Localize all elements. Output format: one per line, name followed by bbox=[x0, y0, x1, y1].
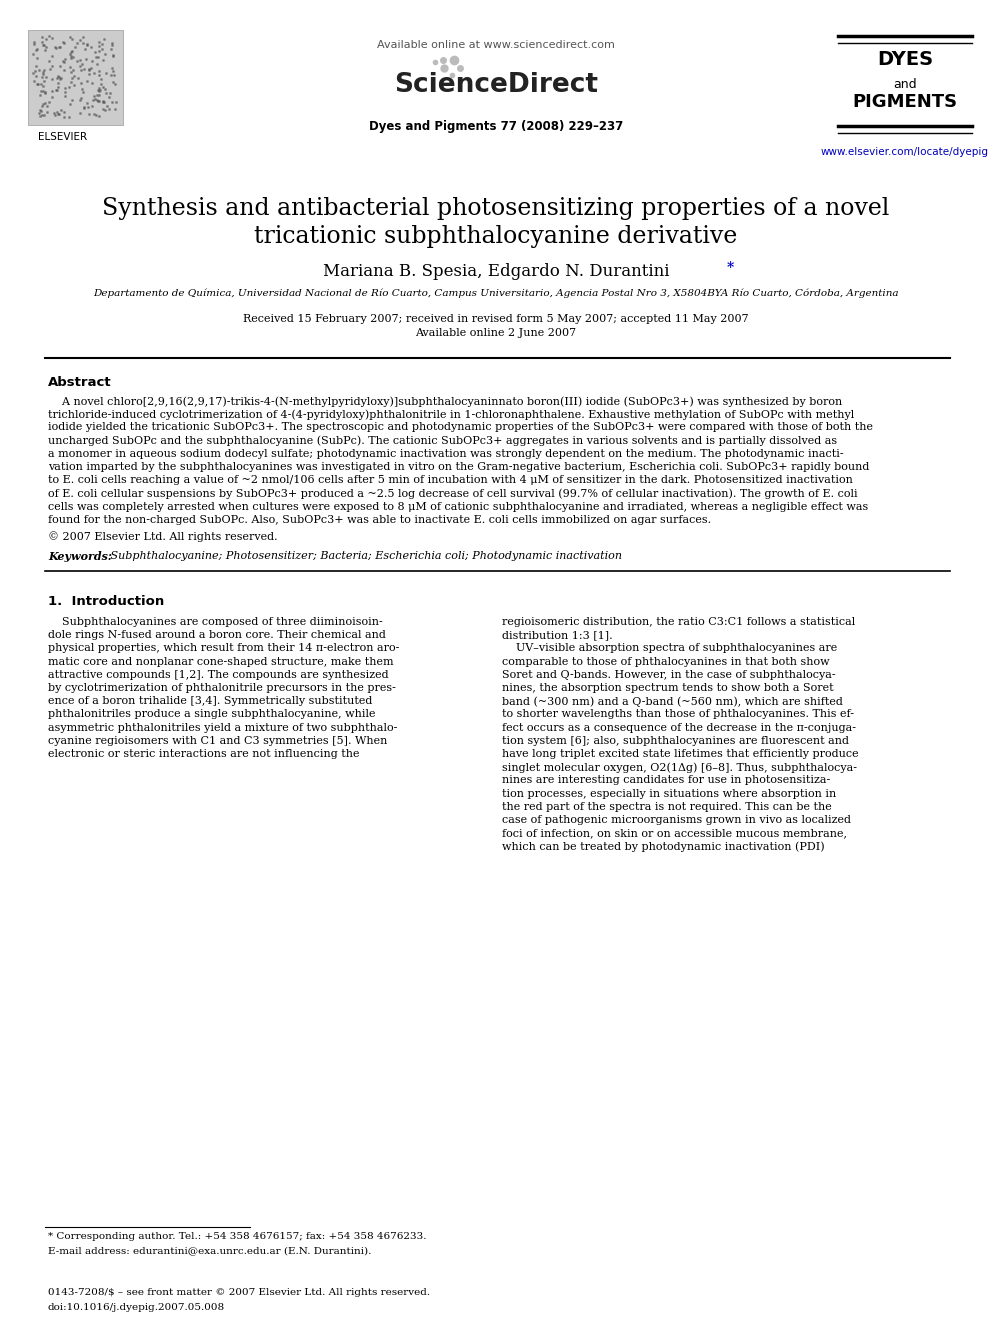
Text: ELSEVIER: ELSEVIER bbox=[38, 132, 87, 142]
Text: Subphthalocyanine; Photosensitizer; Bacteria; Escherichia coli; Photodynamic ina: Subphthalocyanine; Photosensitizer; Bact… bbox=[107, 550, 622, 561]
Text: asymmetric phthalonitriles yield a mixture of two subphthalo-: asymmetric phthalonitriles yield a mixtu… bbox=[48, 722, 398, 733]
Text: fect occurs as a consequence of the decrease in the π-conjuga-: fect occurs as a consequence of the decr… bbox=[502, 722, 856, 733]
Text: DYES: DYES bbox=[877, 50, 933, 69]
Text: Subphthalocyanines are composed of three diiminoisoin-: Subphthalocyanines are composed of three… bbox=[48, 617, 383, 627]
Text: trichloride-induced cyclotrimerization of 4-(4-pyridyloxy)phthalonitrile in 1-ch: trichloride-induced cyclotrimerization o… bbox=[48, 409, 854, 419]
Text: nines are interesting candidates for use in photosensitiza-: nines are interesting candidates for use… bbox=[502, 775, 830, 786]
Text: vation imparted by the subphthalocyanines was investigated in vitro on the Gram-: vation imparted by the subphthalocyanine… bbox=[48, 462, 869, 472]
Text: and: and bbox=[893, 78, 917, 91]
Text: tion processes, especially in situations where absorption in: tion processes, especially in situations… bbox=[502, 789, 836, 799]
Text: which can be treated by photodynamic inactivation (PDI): which can be treated by photodynamic ina… bbox=[502, 841, 824, 852]
Text: singlet molecular oxygen, O2(1Δg) [6–8]. Thus, subphthalocya-: singlet molecular oxygen, O2(1Δg) [6–8].… bbox=[502, 762, 857, 773]
Text: © 2007 Elsevier Ltd. All rights reserved.: © 2007 Elsevier Ltd. All rights reserved… bbox=[48, 531, 278, 542]
Text: case of pathogenic microorganisms grown in vivo as localized: case of pathogenic microorganisms grown … bbox=[502, 815, 851, 826]
Text: band (~300 nm) and a Q-band (~560 nm), which are shifted: band (~300 nm) and a Q-band (~560 nm), w… bbox=[502, 696, 843, 706]
Text: physical properties, which result from their 14 π-electron aro-: physical properties, which result from t… bbox=[48, 643, 400, 654]
Text: Abstract: Abstract bbox=[48, 376, 112, 389]
Text: uncharged SubOPc and the subphthalocyanine (SubPc). The cationic SubOPc3+ aggreg: uncharged SubOPc and the subphthalocyani… bbox=[48, 435, 837, 446]
Text: Received 15 February 2007; received in revised form 5 May 2007; accepted 11 May : Received 15 February 2007; received in r… bbox=[243, 314, 749, 324]
Text: tion system [6]; also, subphthalocyanines are fluorescent and: tion system [6]; also, subphthalocyanine… bbox=[502, 736, 849, 746]
Text: ence of a boron trihalide [3,4]. Symmetrically substituted: ence of a boron trihalide [3,4]. Symmetr… bbox=[48, 696, 372, 706]
Text: Keywords:: Keywords: bbox=[48, 550, 112, 562]
Text: to E. coli cells reaching a value of ~2 nmol/106 cells after 5 min of incubation: to E. coli cells reaching a value of ~2 … bbox=[48, 475, 853, 486]
Text: UV–visible absorption spectra of subphthalocyanines are: UV–visible absorption spectra of subphth… bbox=[502, 643, 837, 654]
Text: Synthesis and antibacterial photosensitizing properties of a novel: Synthesis and antibacterial photosensiti… bbox=[102, 197, 890, 220]
Text: foci of infection, on skin or on accessible mucous membrane,: foci of infection, on skin or on accessi… bbox=[502, 828, 847, 839]
Text: Available online at www.sciencedirect.com: Available online at www.sciencedirect.co… bbox=[377, 40, 615, 50]
Text: of E. coli cellular suspensions by SubOPc3+ produced a ~2.5 log decrease of cell: of E. coli cellular suspensions by SubOP… bbox=[48, 488, 858, 499]
Text: doi:10.1016/j.dyepig.2007.05.008: doi:10.1016/j.dyepig.2007.05.008 bbox=[48, 1303, 225, 1312]
Text: electronic or steric interactions are not influencing the: electronic or steric interactions are no… bbox=[48, 749, 359, 759]
Text: matic core and nonplanar cone-shaped structure, make them: matic core and nonplanar cone-shaped str… bbox=[48, 656, 394, 667]
Text: cyanine regioisomers with C1 and C3 symmetries [5]. When: cyanine regioisomers with C1 and C3 symm… bbox=[48, 736, 387, 746]
Text: Available online 2 June 2007: Available online 2 June 2007 bbox=[416, 328, 576, 337]
Text: * Corresponding author. Tel.: +54 358 4676157; fax: +54 358 4676233.: * Corresponding author. Tel.: +54 358 46… bbox=[48, 1232, 427, 1241]
Text: by cyclotrimerization of phthalonitrile precursors in the pres-: by cyclotrimerization of phthalonitrile … bbox=[48, 683, 396, 693]
Text: to shorter wavelengths than those of phthalocyanines. This ef-: to shorter wavelengths than those of pht… bbox=[502, 709, 854, 720]
Text: nines, the absorption spectrum tends to show both a Soret: nines, the absorption spectrum tends to … bbox=[502, 683, 833, 693]
Text: cells was completely arrested when cultures were exposed to 8 μM of cationic sub: cells was completely arrested when cultu… bbox=[48, 501, 868, 512]
Text: A novel chloro[2,9,16(2,9,17)-trikis-4-(N-methylpyridyloxy)]subphthalocyaninnato: A novel chloro[2,9,16(2,9,17)-trikis-4-(… bbox=[48, 396, 842, 406]
Text: iodide yielded the tricationic SubOPc3+. The spectroscopic and photodynamic prop: iodide yielded the tricationic SubOPc3+.… bbox=[48, 422, 873, 433]
Text: dole rings N-fused around a boron core. Their chemical and: dole rings N-fused around a boron core. … bbox=[48, 630, 386, 640]
Text: *: * bbox=[727, 261, 734, 275]
Text: Departamento de Química, Universidad Nacional de Río Cuarto, Campus Universitari: Departamento de Química, Universidad Nac… bbox=[93, 288, 899, 298]
Text: E-mail address: edurantini@exa.unrc.edu.ar (E.N. Durantini).: E-mail address: edurantini@exa.unrc.edu.… bbox=[48, 1246, 371, 1256]
Text: the red part of the spectra is not required. This can be the: the red part of the spectra is not requi… bbox=[502, 802, 831, 812]
Bar bbox=[28, 30, 123, 124]
Text: www.elsevier.com/locate/dyepig: www.elsevier.com/locate/dyepig bbox=[821, 147, 989, 157]
Text: 1.  Introduction: 1. Introduction bbox=[48, 595, 165, 609]
Text: Mariana B. Spesia, Edgardo N. Durantini: Mariana B. Spesia, Edgardo N. Durantini bbox=[322, 263, 670, 280]
Text: phthalonitriles produce a single subphthalocyanine, while: phthalonitriles produce a single subphth… bbox=[48, 709, 376, 720]
Text: regioisomeric distribution, the ratio C3:C1 follows a statistical: regioisomeric distribution, the ratio C3… bbox=[502, 617, 855, 627]
Text: 0143-7208/$ – see front matter © 2007 Elsevier Ltd. All rights reserved.: 0143-7208/$ – see front matter © 2007 El… bbox=[48, 1289, 431, 1297]
Text: Dyes and Pigments 77 (2008) 229–237: Dyes and Pigments 77 (2008) 229–237 bbox=[369, 120, 623, 134]
Text: tricationic subphthalocyanine derivative: tricationic subphthalocyanine derivative bbox=[254, 225, 738, 247]
Text: Soret and Q-bands. However, in the case of subphthalocya-: Soret and Q-bands. However, in the case … bbox=[502, 669, 835, 680]
Text: comparable to those of phthalocyanines in that both show: comparable to those of phthalocyanines i… bbox=[502, 656, 829, 667]
Text: distribution 1:3 [1].: distribution 1:3 [1]. bbox=[502, 630, 613, 640]
Text: attractive compounds [1,2]. The compounds are synthesized: attractive compounds [1,2]. The compound… bbox=[48, 669, 389, 680]
Text: ScienceDirect: ScienceDirect bbox=[394, 71, 598, 98]
Text: found for the non-charged SubOPc. Also, SubOPc3+ was able to inactivate E. coli : found for the non-charged SubOPc. Also, … bbox=[48, 515, 711, 525]
Text: have long triplet excited state lifetimes that efficiently produce: have long triplet excited state lifetime… bbox=[502, 749, 859, 759]
Text: PIGMENTS: PIGMENTS bbox=[852, 93, 957, 111]
Text: a monomer in aqueous sodium dodecyl sulfate; photodynamic inactivation was stron: a monomer in aqueous sodium dodecyl sulf… bbox=[48, 448, 843, 459]
